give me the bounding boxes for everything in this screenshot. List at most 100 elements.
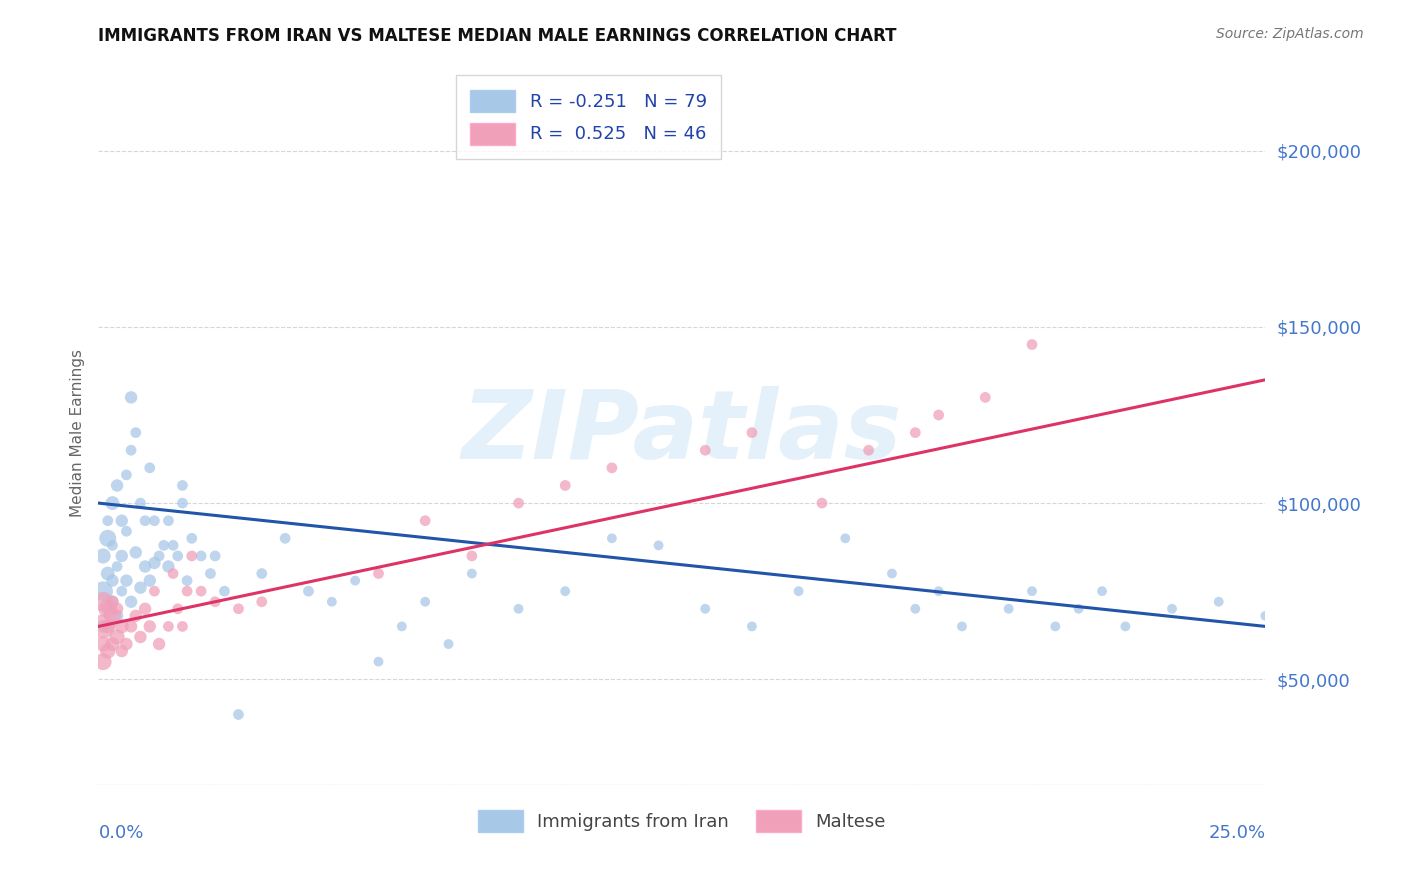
Point: [115, 637, 138, 651]
Point: [176, 584, 198, 599]
Point: [695, 443, 717, 458]
Point: [111, 644, 134, 658]
Point: [105, 601, 128, 615]
Point: [228, 707, 250, 722]
Point: [1161, 601, 1184, 615]
Point: [413, 595, 436, 609]
Point: [1208, 595, 1230, 609]
Text: 25.0%: 25.0%: [1208, 823, 1265, 842]
Point: [928, 584, 950, 599]
Point: [880, 566, 903, 581]
Point: [97, 644, 120, 658]
Point: [143, 556, 166, 570]
Point: [157, 559, 180, 574]
Point: [157, 514, 180, 528]
Point: [97, 601, 120, 615]
Point: [152, 538, 174, 552]
Point: [101, 538, 124, 552]
Point: [157, 619, 180, 633]
Point: [120, 595, 142, 609]
Point: [741, 619, 763, 633]
Point: [461, 549, 484, 563]
Point: [91, 619, 114, 633]
Point: [172, 478, 194, 492]
Point: [111, 619, 134, 633]
Point: [928, 408, 950, 422]
Point: [1021, 584, 1043, 599]
Point: [904, 425, 927, 440]
Point: [166, 601, 188, 615]
Point: [162, 566, 184, 581]
Point: [413, 514, 436, 528]
Point: [297, 584, 319, 599]
Point: [554, 478, 576, 492]
Text: ZIPatlas: ZIPatlas: [461, 386, 903, 479]
Point: [461, 566, 484, 581]
Point: [554, 584, 576, 599]
Point: [367, 566, 389, 581]
Legend: Immigrants from Iran, Maltese: Immigrants from Iran, Maltese: [471, 803, 893, 839]
Point: [134, 601, 156, 615]
Point: [1045, 619, 1067, 633]
Point: [647, 538, 669, 552]
Point: [190, 584, 212, 599]
Point: [91, 595, 114, 609]
Point: [1091, 584, 1114, 599]
Point: [214, 584, 236, 599]
Point: [120, 619, 142, 633]
Point: [115, 524, 138, 539]
Point: [172, 619, 194, 633]
Point: [321, 595, 343, 609]
Point: [134, 514, 156, 528]
Point: [508, 496, 530, 510]
Point: [1067, 601, 1090, 615]
Point: [97, 619, 120, 633]
Point: [125, 425, 148, 440]
Point: [101, 574, 124, 588]
Point: [787, 584, 810, 599]
Point: [129, 630, 152, 644]
Point: [134, 559, 156, 574]
Point: [91, 584, 114, 599]
Point: [950, 619, 973, 633]
Point: [105, 559, 128, 574]
Point: [811, 496, 834, 510]
Point: [129, 496, 152, 510]
Point: [437, 637, 460, 651]
Point: [204, 595, 226, 609]
Point: [125, 608, 148, 623]
Point: [600, 460, 623, 475]
Point: [139, 574, 162, 588]
Point: [190, 549, 212, 563]
Point: [162, 538, 184, 552]
Point: [91, 619, 114, 633]
Point: [250, 566, 273, 581]
Text: Source: ZipAtlas.com: Source: ZipAtlas.com: [1216, 27, 1364, 41]
Point: [180, 531, 202, 545]
Point: [101, 637, 124, 651]
Point: [101, 496, 124, 510]
Point: [139, 619, 162, 633]
Point: [105, 478, 128, 492]
Point: [120, 443, 142, 458]
Point: [91, 549, 114, 563]
Point: [125, 545, 148, 559]
Y-axis label: Median Male Earnings: Median Male Earnings: [69, 349, 84, 516]
Point: [228, 601, 250, 615]
Point: [180, 549, 202, 563]
Point: [250, 595, 273, 609]
Point: [139, 460, 162, 475]
Point: [166, 549, 188, 563]
Point: [1021, 337, 1043, 351]
Point: [200, 566, 222, 581]
Point: [741, 425, 763, 440]
Point: [120, 390, 142, 404]
Point: [97, 531, 120, 545]
Point: [974, 390, 997, 404]
Point: [111, 584, 134, 599]
Point: [97, 514, 120, 528]
Point: [1114, 619, 1136, 633]
Text: IMMIGRANTS FROM IRAN VS MALTESE MEDIAN MALE EARNINGS CORRELATION CHART: IMMIGRANTS FROM IRAN VS MALTESE MEDIAN M…: [98, 27, 897, 45]
Point: [115, 467, 138, 482]
Point: [129, 581, 152, 595]
